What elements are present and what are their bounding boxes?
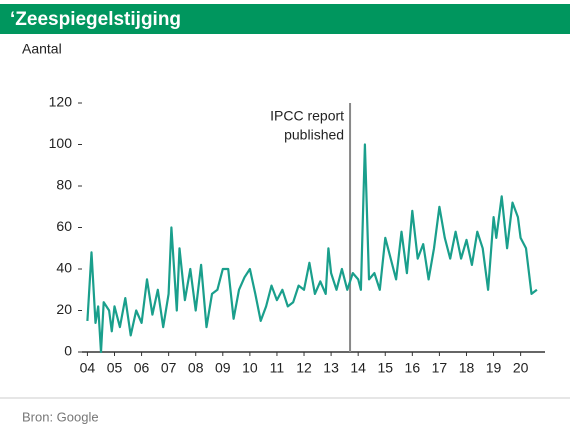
y-tick-label: 100 <box>49 135 73 151</box>
y-tick-label: 120 <box>49 94 73 110</box>
y-tick-label: 0 <box>64 343 72 359</box>
x-tick-label: 15 <box>377 360 393 376</box>
x-tick-label: 16 <box>405 360 421 376</box>
y-tick-label: 60 <box>56 218 72 234</box>
x-tick-label: 06 <box>134 360 150 376</box>
x-tick-label: 05 <box>107 360 123 376</box>
x-tick-label: 20 <box>513 360 529 376</box>
y-tick-label: 40 <box>56 260 72 276</box>
x-tick-label: 11 <box>270 360 285 376</box>
chart-title: ‘Zeespiegelstijging <box>10 9 181 30</box>
x-tick-label: 04 <box>80 360 96 376</box>
header-bar <box>0 4 570 34</box>
y-axis-label: Aantal <box>22 41 62 57</box>
x-tick-label: 14 <box>350 360 366 376</box>
x-tick-label: 12 <box>296 360 312 376</box>
data-line <box>86 143 538 354</box>
x-tick-label: 08 <box>188 360 204 376</box>
y-tick-label: 20 <box>56 301 72 317</box>
source: Bron: Google <box>22 409 99 424</box>
x-tick-label: 10 <box>242 360 258 376</box>
x-tick-label: 07 <box>161 360 177 376</box>
x-tick-label: 19 <box>486 360 502 376</box>
x-tick-label: 17 <box>432 360 448 376</box>
annotation-text: published <box>284 127 344 143</box>
x-tick-label: 09 <box>215 360 231 376</box>
x-tick-label: 13 <box>323 360 339 376</box>
x-tick-label: 18 <box>459 360 475 376</box>
annotation-text: IPCC report <box>270 108 344 124</box>
y-tick-label: 80 <box>56 177 72 193</box>
